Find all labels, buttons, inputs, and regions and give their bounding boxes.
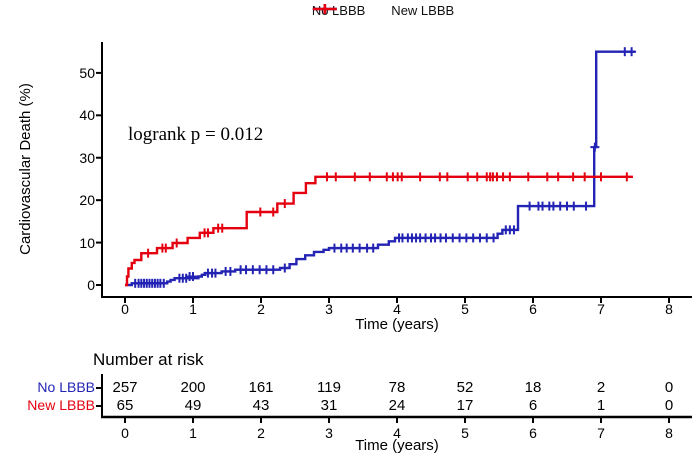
risk-count: 2: [596, 379, 606, 396]
x-tick-label: 1: [189, 301, 197, 317]
risk-count: 119: [317, 379, 341, 396]
risk-count: 78: [388, 379, 406, 396]
legend: No LBBB New LBBB: [312, 3, 454, 18]
risk-count: 6: [528, 397, 538, 414]
y-tick-label: 50: [79, 64, 95, 81]
risk-count: 0: [664, 397, 674, 414]
x-tick-label: 8: [665, 301, 673, 317]
risk-row-label-new-lbbb: New LBBB: [27, 397, 95, 413]
risk-row-label-no-lbbb: No LBBB: [37, 379, 95, 395]
x-tick-label: 7: [597, 301, 605, 317]
y-tick-label: 40: [79, 107, 95, 124]
risk-count: 31: [320, 397, 338, 414]
y-tick-label: 10: [79, 234, 95, 251]
risk-count: 52: [456, 379, 474, 396]
risk-table-x-axis-title: Time (years): [355, 437, 439, 454]
risk-count: 200: [180, 379, 206, 396]
risk-table-title: Number at risk: [93, 350, 204, 369]
risk-count: 18: [524, 379, 542, 396]
y-tick-label: 0: [87, 277, 95, 293]
legend-item-new-lbbb: New LBBB: [312, 3, 455, 18]
legend-label-new-lbbb: New LBBB: [391, 3, 455, 18]
risk-count: 17: [456, 397, 474, 414]
risk-table-x-tick-label: 2: [257, 425, 265, 441]
risk-table-x-tick-label: 1: [189, 425, 197, 441]
y-axis-title: Cardiovascular Death (%): [17, 83, 34, 255]
new-lbbb-line-marker-icon: [312, 4, 337, 14]
x-tick-label: 4: [393, 301, 401, 317]
risk-table-x-tick-label: 4: [393, 425, 401, 441]
risk-table-x-tick-label: 6: [529, 425, 537, 441]
survival-curve-new-lbbb: [125, 175, 633, 287]
risk-count: 49: [184, 397, 202, 414]
x-tick-label: 0: [121, 301, 129, 317]
risk-count: 257: [112, 379, 138, 396]
risk-count: 1: [596, 397, 606, 414]
risk-count: 24: [388, 397, 406, 414]
risk-table-x-tick-label: 3: [325, 425, 333, 441]
risk-count: 0: [664, 379, 674, 396]
y-tick-label: 30: [79, 149, 95, 166]
risk-count: 43: [252, 397, 270, 414]
x-tick-label: 6: [529, 301, 537, 317]
risk-table-x-tick-label: 5: [461, 425, 469, 441]
survival-curve-no-lbbb: [125, 50, 635, 287]
risk-count: 65: [116, 397, 134, 414]
y-tick-label: 20: [79, 192, 95, 209]
x-tick-label: 2: [257, 301, 265, 317]
risk-table-x-tick-label: 7: [597, 425, 605, 441]
risk-table-x-tick-label: 0: [121, 425, 129, 441]
risk-count: 161: [248, 379, 274, 396]
x-tick-label: 5: [461, 301, 469, 317]
logrank-p-value: logrank p = 0.012: [128, 124, 264, 145]
x-tick-label: 3: [325, 301, 333, 317]
x-axis-title: Time (years): [355, 316, 439, 333]
risk-table-x-tick-label: 8: [665, 425, 673, 441]
